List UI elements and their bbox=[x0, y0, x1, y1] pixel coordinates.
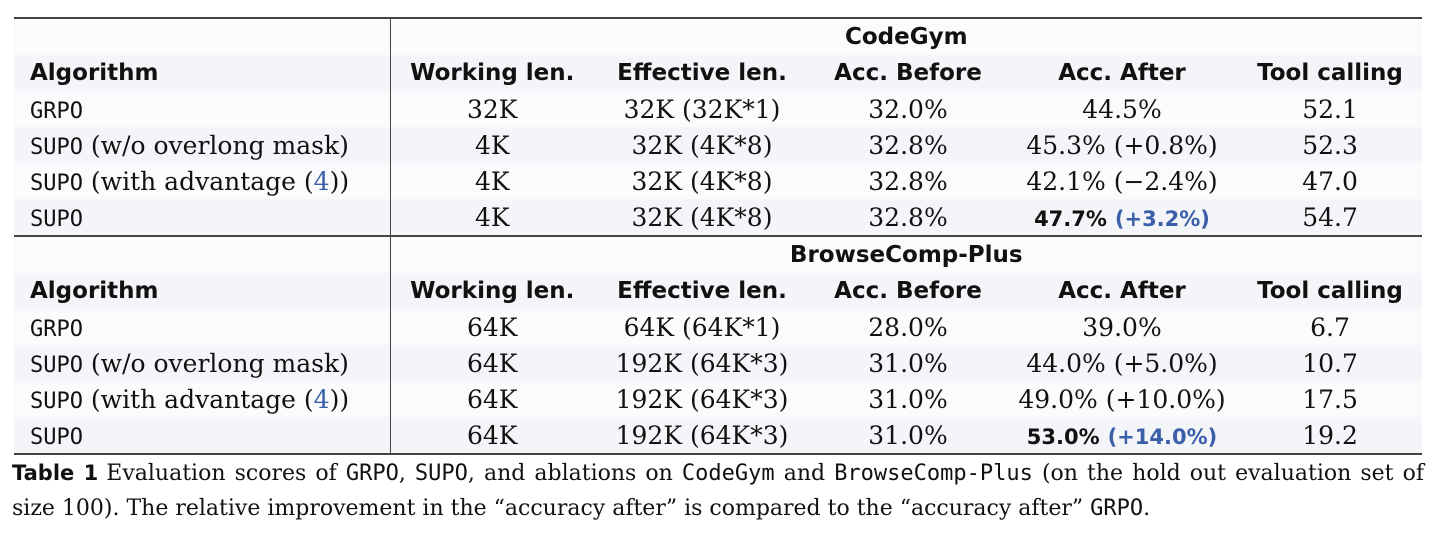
table-row: SUPO 64K 192K (64K*3) 31.0% 53.0% (+14.0%) 19… bbox=[14, 417, 1423, 454]
col-working-len: Working len. bbox=[410, 278, 575, 304]
acc-before-cell: 32.0% bbox=[868, 94, 948, 124]
acc-before-cell: 32.8% bbox=[868, 130, 948, 160]
tool-calling-cell: 19.2 bbox=[1302, 420, 1358, 450]
tool-calling-cell: 52.1 bbox=[1302, 94, 1358, 124]
table-row: SUPO (w/o overlong mask) 64K 192K (64K*3) 3… bbox=[14, 345, 1423, 381]
tool-calling-cell: 17.5 bbox=[1302, 384, 1358, 414]
table-caption: Table 1 Evaluation scores of GRPO, SUPO, … bbox=[12, 461, 1424, 521]
tool-calling-cell: 6.7 bbox=[1310, 312, 1350, 342]
col-working-len: Working len. bbox=[410, 60, 575, 86]
acc-after-cell: 45.3% (+0.8%) bbox=[1026, 130, 1218, 160]
col-acc-before: Acc. Before bbox=[834, 278, 982, 304]
effective-len-cell: 192K (64K*3) bbox=[615, 420, 789, 450]
section-title: CodeGym bbox=[844, 24, 968, 50]
col-tool-calling: Tool calling bbox=[1257, 60, 1403, 86]
acc-before-cell: 31.0% bbox=[868, 420, 948, 450]
table-row: SUPO (with advantage (4)) 64K 192K (64K*3)… bbox=[14, 381, 1423, 417]
table-row: SUPO (w/o overlong mask) 4K 32K (4K*8) 32.8… bbox=[14, 127, 1423, 163]
acc-after-cell: 44.5% bbox=[1082, 94, 1162, 124]
col-algorithm: Algorithm bbox=[14, 55, 391, 91]
tool-calling-cell: 10.7 bbox=[1302, 348, 1358, 378]
working-len-cell: 64K bbox=[467, 420, 518, 450]
table-row: SUPO 4K 32K (4K*8) 32.8% 47.7% (+3.2%) 54.7 bbox=[14, 199, 1423, 236]
equation-ref-link[interactable]: 4 bbox=[313, 166, 330, 196]
algorithm-cell: SUPO bbox=[14, 417, 391, 454]
results-table: CodeGym Algorithm Working len. Effective le… bbox=[14, 17, 1423, 455]
algorithm-cell: SUPO bbox=[14, 199, 391, 236]
algorithm-cell: SUPO (w/o overlong mask) bbox=[14, 345, 391, 381]
acc-after-cell: 49.0% (+10.0%) bbox=[1018, 384, 1226, 414]
effective-len-cell: 192K (64K*3) bbox=[615, 384, 789, 414]
acc-before-cell: 32.8% bbox=[868, 166, 948, 196]
col-acc-after: Acc. After bbox=[1058, 60, 1186, 86]
tool-calling-cell: 52.3 bbox=[1302, 130, 1358, 160]
effective-len-cell: 32K (32K*1) bbox=[623, 94, 781, 124]
acc-before-cell: 28.0% bbox=[868, 312, 948, 342]
effective-len-cell: 32K (4K*8) bbox=[631, 166, 773, 196]
col-tool-calling: Tool calling bbox=[1257, 278, 1403, 304]
section-title-row: BrowseComp-Plus bbox=[14, 236, 1423, 273]
working-len-cell: 32K bbox=[467, 94, 518, 124]
working-len-cell: 64K bbox=[467, 312, 518, 342]
tool-calling-cell: 47.0 bbox=[1302, 166, 1358, 196]
algorithm-cell: SUPO (w/o overlong mask) bbox=[14, 127, 391, 163]
col-effective-len: Effective len. bbox=[617, 60, 787, 86]
col-acc-before: Acc. Before bbox=[834, 60, 982, 86]
acc-before-cell: 31.0% bbox=[868, 348, 948, 378]
acc-before-cell: 32.8% bbox=[868, 202, 948, 232]
algorithm-cell: SUPO (with advantage (4)) bbox=[14, 163, 391, 199]
col-algorithm: Algorithm bbox=[14, 273, 391, 309]
section-title-row: CodeGym bbox=[14, 18, 1423, 55]
col-effective-len: Effective len. bbox=[617, 278, 787, 304]
working-len-cell: 4K bbox=[474, 202, 510, 232]
header-row: Algorithm Working len. Effective len. Acc. … bbox=[14, 55, 1423, 91]
acc-after-cell: 47.7% (+3.2%) bbox=[1034, 206, 1210, 231]
effective-len-cell: 32K (4K*8) bbox=[631, 130, 773, 160]
working-len-cell: 4K bbox=[474, 166, 510, 196]
acc-after-cell: 42.1% (−2.4%) bbox=[1026, 166, 1218, 196]
working-len-cell: 64K bbox=[467, 384, 518, 414]
col-acc-after: Acc. After bbox=[1058, 278, 1186, 304]
acc-after-cell: 53.0% (+14.0%) bbox=[1026, 424, 1218, 449]
header-row: Algorithm Working len. Effective len. Acc. … bbox=[14, 273, 1423, 309]
acc-after-cell: 44.0% (+5.0%) bbox=[1026, 348, 1218, 378]
effective-len-cell: 64K (64K*1) bbox=[623, 312, 781, 342]
tool-calling-cell: 54.7 bbox=[1302, 202, 1358, 232]
working-len-cell: 4K bbox=[474, 130, 510, 160]
algorithm-cell: SUPO (with advantage (4)) bbox=[14, 381, 391, 417]
effective-len-cell: 32K (4K*8) bbox=[631, 202, 773, 232]
working-len-cell: 64K bbox=[467, 348, 518, 378]
section-title: BrowseComp-Plus bbox=[789, 242, 1023, 268]
acc-after-cell: 39.0% bbox=[1082, 312, 1162, 342]
table-row: SUPO (with advantage (4)) 4K 32K (4K*8) 32.… bbox=[14, 163, 1423, 199]
algorithm-cell: GRPO bbox=[14, 309, 391, 345]
equation-ref-link[interactable]: 4 bbox=[313, 384, 330, 414]
table-row: GRPO 64K 64K (64K*1) 28.0% 39.0% 6.7 bbox=[14, 309, 1423, 345]
table-row: GRPO 32K 32K (32K*1) 32.0% 44.5% 52.1 bbox=[14, 91, 1423, 127]
caption-label: Table 1 bbox=[12, 461, 99, 485]
acc-before-cell: 31.0% bbox=[868, 384, 948, 414]
algorithm-cell: GRPO bbox=[14, 91, 391, 127]
effective-len-cell: 192K (64K*3) bbox=[615, 348, 789, 378]
